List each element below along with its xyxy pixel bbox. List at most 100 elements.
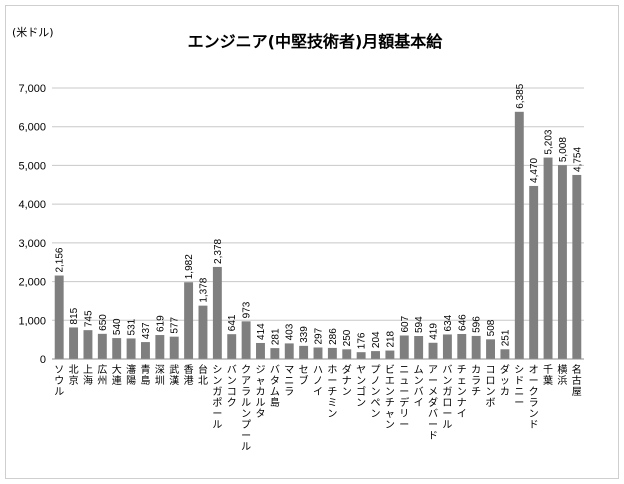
data-label: 641 <box>227 314 238 331</box>
category-label: プノンペン <box>371 364 381 420</box>
category-label: 北京 <box>69 364 79 387</box>
data-label: 2,378 <box>213 238 224 263</box>
category-label: 深圳 <box>155 364 165 387</box>
bar <box>256 342 265 359</box>
data-label: 973 <box>242 301 253 318</box>
category-label: 青島 <box>140 363 150 387</box>
data-label: 540 <box>112 318 123 335</box>
bar <box>572 174 582 359</box>
data-label: 251 <box>500 329 511 346</box>
bar <box>442 334 452 359</box>
data-label: 437 <box>141 322 152 339</box>
y-tick-label: 1,000 <box>18 315 46 327</box>
bar <box>313 347 323 359</box>
y-tick-label: 4,000 <box>18 199 46 211</box>
category-label: コロンボ <box>486 365 496 409</box>
bar <box>54 275 64 359</box>
category-label: カラチ <box>471 364 481 398</box>
data-label: 531 <box>127 318 138 335</box>
data-label: 2,156 <box>55 247 66 272</box>
category-label: 名古屋 <box>572 363 582 398</box>
category-label: バンコク <box>227 364 237 409</box>
bar <box>356 352 366 359</box>
data-label: 5,008 <box>558 137 569 162</box>
category-label: ハノイ <box>313 365 323 398</box>
bar <box>299 345 309 359</box>
category-label: ホーチミン <box>327 364 337 420</box>
bar <box>327 347 337 359</box>
data-label: 745 <box>83 310 94 327</box>
bar-chart: エンジニア(中堅技術者)月額基本給 (米ドル) 0 1,000 2,000 3,000… <box>12 26 584 453</box>
data-label: 281 <box>270 328 281 345</box>
category-labels: ソウル北京上海広州大連瀋陽青島深圳武漢香港台北シンガポールバンコククアラルンプー… <box>54 363 582 453</box>
bar <box>141 342 150 359</box>
bar <box>543 157 553 359</box>
data-label: 419 <box>429 323 440 340</box>
category-label: ダナン <box>342 363 352 398</box>
bar <box>457 333 467 359</box>
category-label: ビエンチャン <box>385 364 395 431</box>
bar <box>385 350 395 359</box>
category-label: 広州 <box>97 363 107 387</box>
bar <box>428 342 438 359</box>
bar <box>529 185 539 359</box>
bar <box>486 339 495 359</box>
data-label: 4,754 <box>572 146 583 171</box>
category-label: 上海 <box>83 364 93 387</box>
category-label: 武漢 <box>169 363 179 387</box>
chart-title: エンジニア(中堅技術者)月額基本給 <box>188 32 444 51</box>
data-label: 204 <box>371 331 382 348</box>
bar <box>169 336 179 359</box>
bar <box>342 349 352 359</box>
category-label: ソウル <box>54 365 64 398</box>
category-label: ジャカルタ <box>255 365 265 420</box>
data-label: 508 <box>486 319 497 336</box>
data-label: 646 <box>457 314 468 331</box>
category-label: セブ <box>299 364 309 387</box>
bar <box>399 335 409 359</box>
data-label: 403 <box>285 323 296 340</box>
data-label: 634 <box>443 314 454 331</box>
y-tick-label: 5,000 <box>18 160 46 172</box>
bar <box>270 348 280 359</box>
category-label: バンガロール <box>442 364 452 431</box>
category-label: 横浜 <box>557 363 567 387</box>
bar <box>557 165 567 359</box>
data-label: 1,378 <box>198 277 209 302</box>
bar <box>284 343 294 359</box>
category-label: ヤンゴン <box>356 365 366 409</box>
y-tick-label: 6,000 <box>18 122 46 134</box>
bar <box>212 266 222 359</box>
data-label: 218 <box>385 330 396 347</box>
bar <box>514 111 524 359</box>
bar <box>126 338 136 359</box>
data-label: 176 <box>357 332 368 349</box>
bars <box>54 111 582 359</box>
category-label: 瀋陽 <box>126 363 136 387</box>
category-label: 台北 <box>198 363 208 387</box>
data-label: 596 <box>472 316 483 333</box>
category-label: マニラ <box>284 365 294 398</box>
bar <box>500 349 510 359</box>
data-label: 250 <box>342 329 353 346</box>
category-label: 大連 <box>112 363 122 387</box>
bar <box>97 333 107 359</box>
data-label: 815 <box>69 307 80 324</box>
data-label: 4,470 <box>529 157 540 182</box>
category-label: チェンナイ <box>457 364 467 420</box>
data-label: 5,203 <box>544 129 555 154</box>
data-label: 286 <box>328 328 339 345</box>
data-label: 577 <box>170 317 181 334</box>
bar <box>198 305 208 359</box>
category-label: 香港 <box>184 364 194 387</box>
data-label: 6,385 <box>515 83 526 108</box>
data-label: 594 <box>414 316 425 333</box>
gridlines <box>52 87 584 321</box>
bar <box>371 351 380 359</box>
data-label: 1,982 <box>184 254 195 279</box>
bar <box>471 335 481 359</box>
category-label: シドニー <box>514 365 524 409</box>
unit-label: (米ドル) <box>12 26 54 39</box>
data-label: 607 <box>400 315 411 332</box>
